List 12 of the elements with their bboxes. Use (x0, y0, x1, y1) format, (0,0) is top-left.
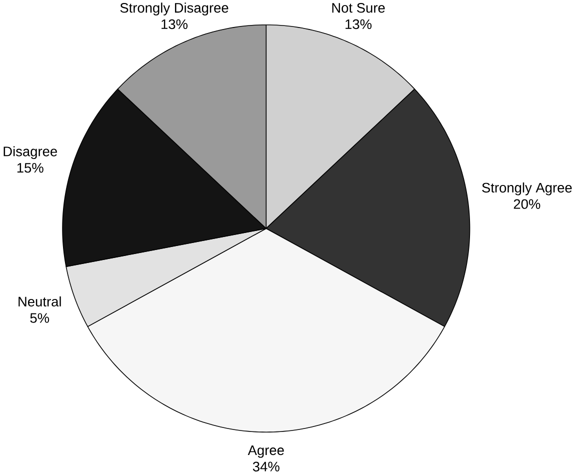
slice-label: Strongly Agree (482, 182, 572, 196)
slice-label: Strongly Disagree (120, 2, 228, 16)
slice-label: Not Sure (332, 2, 385, 13)
data-label: 15% (17, 162, 44, 173)
slice-label: Disagree (4, 146, 57, 159)
slice-label: Agree (248, 445, 284, 458)
slice-label: Neutral (18, 296, 61, 306)
data-label: 5% (30, 313, 50, 323)
data-label: 13% (346, 19, 372, 30)
data-label: 34% (252, 462, 280, 472)
data-label: 13% (162, 19, 188, 30)
data-label: 20% (514, 199, 540, 209)
